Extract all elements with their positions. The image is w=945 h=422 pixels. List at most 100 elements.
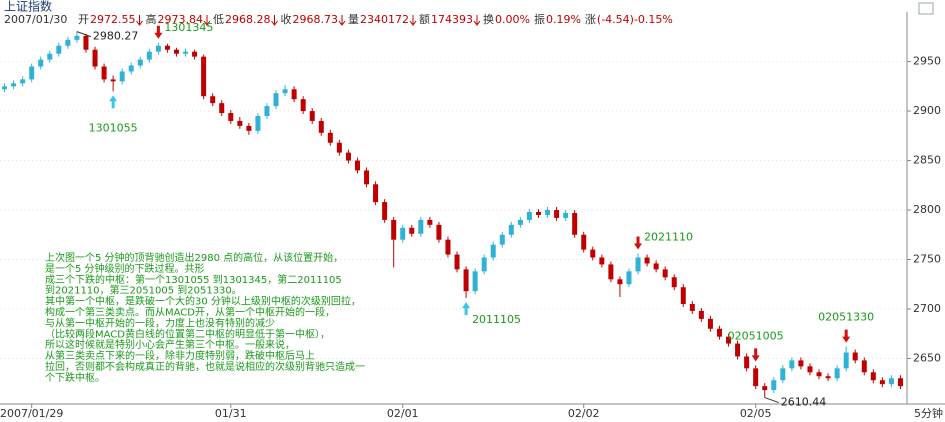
header-arrow [338,15,346,26]
candle-body [164,45,170,50]
candle-body [807,366,813,373]
header-value: 2973.84 [158,13,204,26]
candle-body [11,83,17,87]
header-value: 2972.55 [90,13,136,26]
candle-body [336,142,342,153]
annotation: 2011105 [472,313,521,326]
candle-body [364,170,370,185]
candle-body [554,210,560,218]
window-button[interactable] [918,2,934,15]
candle-body [110,79,116,82]
candle-body [716,328,722,337]
candle-body [499,234,505,245]
candle-body [463,269,469,292]
note-line: （比较两段MACD黄白线的位置第二中枢的明显低于第一中枢）， [45,327,330,340]
x-tick-label: 02/02 [568,407,600,420]
candle-body [74,35,80,40]
candle-body [92,49,98,67]
y-tick-label: 2950 [913,55,941,68]
candle-body [888,378,894,385]
note-line: 是一个5 分钟级别的下跌过程。共形 [45,262,205,275]
candle-body [798,360,804,367]
candle-body [2,86,8,90]
candle-body [843,352,849,369]
candle-body [391,219,397,240]
y-tick-label: 2650 [913,351,941,364]
header-value: 2968.28 [225,13,271,26]
candle-body [689,304,695,311]
annotation: 02051330 [818,311,874,324]
candle-body [255,116,261,131]
candle-body [789,360,795,369]
candle-body [282,89,288,94]
candle-body [662,269,668,278]
candle-body [327,132,333,143]
candle-body [753,368,759,387]
candle-body [65,39,71,46]
candle-body [816,372,822,377]
header-label: 换 [483,12,494,26]
candle-body [545,210,551,215]
candle-body [300,99,306,112]
leader-line [76,31,92,38]
down-arrow [634,236,643,250]
candle-body [771,380,777,391]
candle-body [427,219,433,225]
candle-body [192,51,198,57]
candle-body [119,71,125,82]
candle-body [644,257,650,264]
candle-body [517,219,523,225]
candle-body [635,257,641,272]
candle-body [56,45,62,54]
candle-body [481,257,487,272]
extreme-label: 2980.27 [93,30,139,43]
candle-body [418,219,424,234]
header-value: 0.19% [546,13,581,26]
candle-body [246,125,252,131]
candle-body [744,356,750,369]
header-label: 高 [146,12,157,26]
annotation: 1301345 [164,21,213,34]
candle-body [726,336,732,344]
candle-body [309,111,315,121]
candle-body [762,386,768,391]
candle-body [400,227,406,240]
note-line: 从第三类卖点下来的一段，除非力度特别弱，跌破中枢后马上 [45,349,315,362]
x-tick-label: 2007/01/29 [0,407,63,420]
note-line: 拉回，否则都不会构成真正的背驰，也就是说相应的次级别背驰只造成一 [45,360,365,373]
candle-body [454,254,460,270]
candle-body [173,49,179,54]
header-value: (-4.54)-0.15% [597,13,673,26]
candle-body [318,120,324,133]
candle-body [273,93,279,107]
candle-body [436,224,442,240]
candle-body [101,66,107,80]
header-value: 174393 [431,13,473,26]
candle-body [29,66,35,80]
header-label: 低 [213,13,224,26]
candle-body [373,184,379,203]
down-arrow [842,329,851,343]
header-value: 0.00% [495,13,530,26]
candle-body [146,51,152,60]
header-arrow [271,15,278,26]
down-arrow [154,25,163,39]
y-tick-label: 2850 [913,154,941,167]
candle-body [735,343,741,357]
candle-body [264,106,270,117]
header-label: 收 [281,12,292,26]
candle-body [680,287,686,305]
header-date: 2007/01/30 [4,13,67,26]
candle-body [382,202,388,220]
candle-body [653,263,659,270]
candle-body [870,372,876,381]
candle-body [445,239,451,255]
candle-body [219,103,225,114]
note-line: 个下跌中枢。 [45,371,105,384]
y-tick-label: 2800 [913,203,941,216]
candle-body [472,271,478,292]
y-tick-label: 2900 [913,104,941,117]
period-label: 5分钟 [914,406,943,420]
